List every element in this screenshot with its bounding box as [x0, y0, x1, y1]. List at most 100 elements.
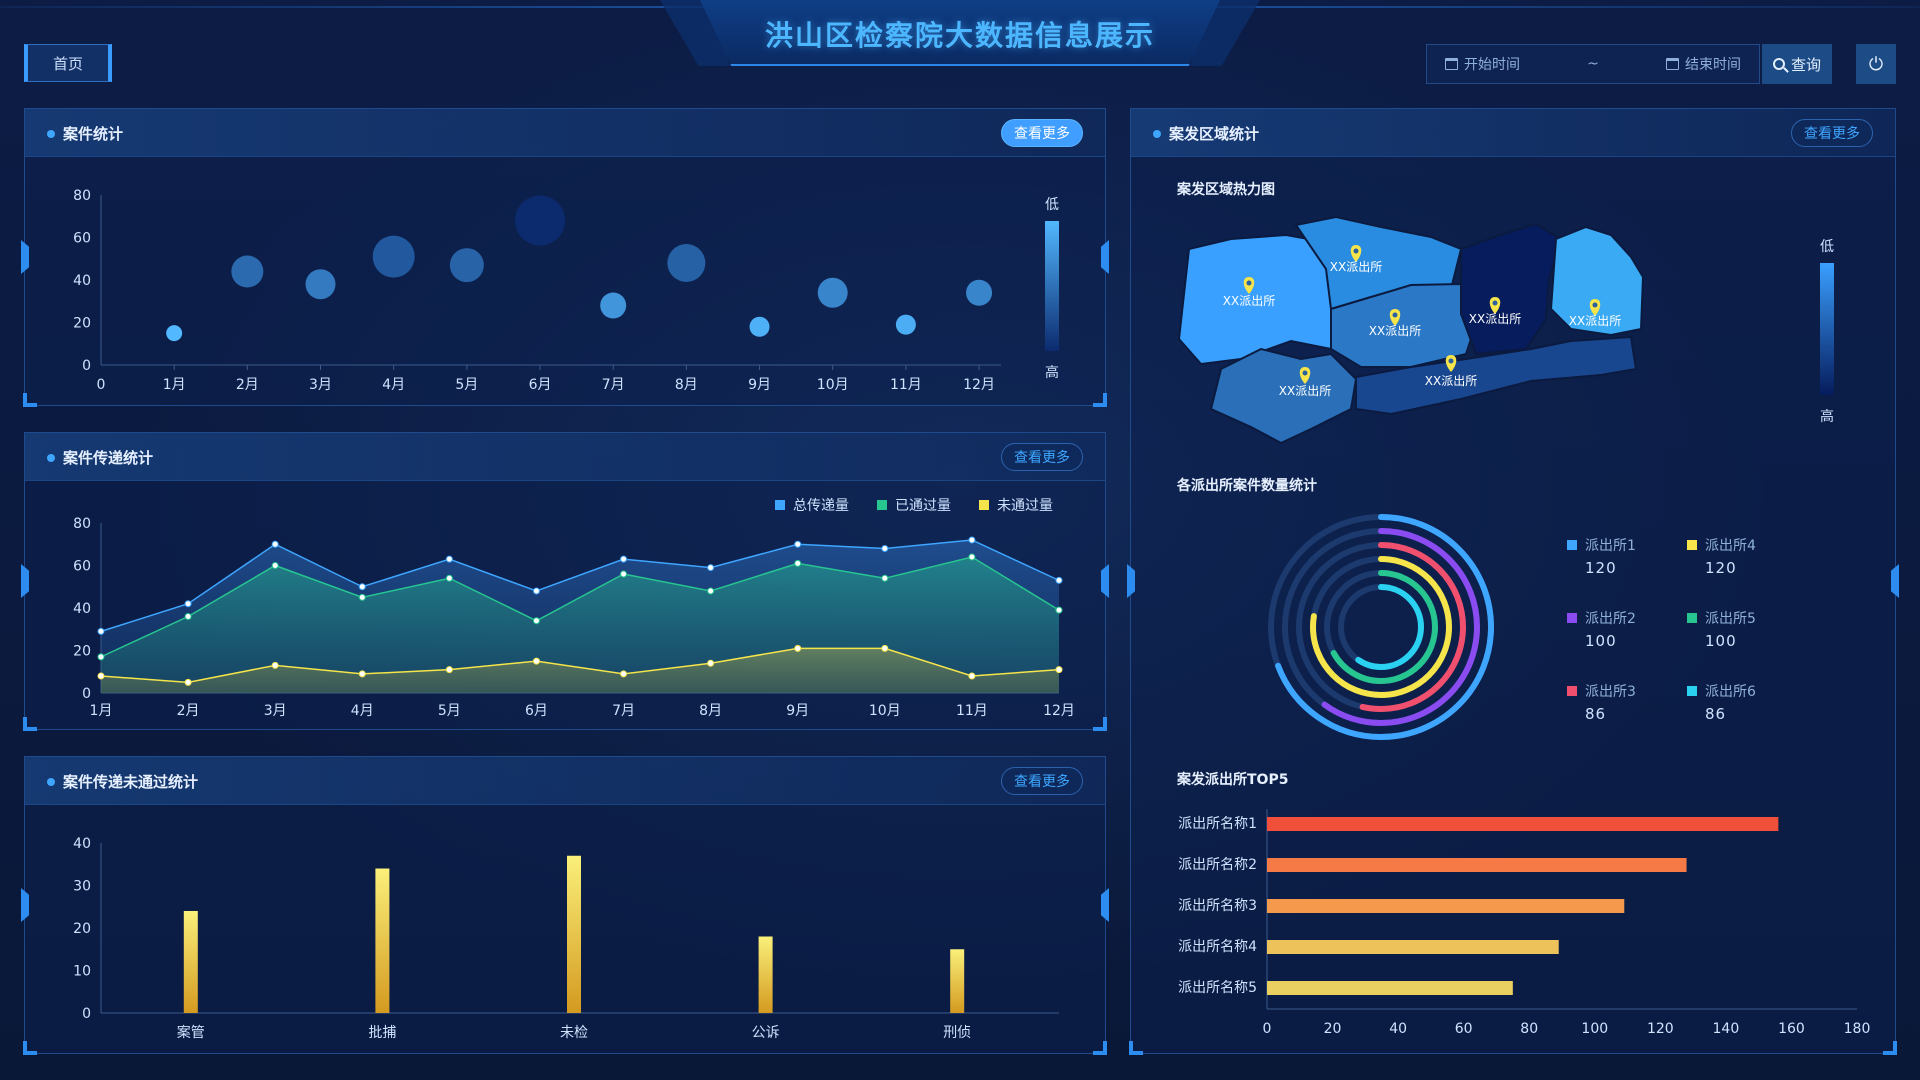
series-point — [1055, 576, 1063, 584]
map-region — [1355, 335, 1638, 416]
x-tick-label: 120 — [1647, 1021, 1674, 1037]
search-button[interactable]: 查询 — [1762, 44, 1832, 84]
area-chart: 0 20 40 60 80 1月 2月 3月 4月 5月 6月 7月 8月 9月 10月 11月 12月 总传递量… — [73, 498, 1075, 719]
legend-swatch — [1687, 540, 1697, 550]
header: 洪山区检察院大数据信息展示 首页 开始时间 ~ 结束时间 查询 ⏻ — [0, 0, 1920, 84]
x-tick-label: 100 — [1581, 1021, 1608, 1037]
corner-decoration — [23, 717, 37, 731]
y-tick-label: 20 — [73, 644, 91, 660]
bar — [1267, 940, 1559, 954]
bar — [567, 855, 581, 1013]
view-more-button[interactable]: 查看更多 — [1001, 119, 1083, 147]
series-point — [97, 653, 105, 661]
series-point — [271, 562, 279, 569]
x-tick-label: 7月 — [602, 377, 625, 393]
corner-decoration — [23, 393, 37, 407]
x-tick-label: 9月 — [748, 377, 771, 393]
y-tick-label: 0 — [82, 686, 91, 702]
y-tick-label: 30 — [73, 879, 91, 895]
region-heatmap: XX派出所 XX派出所 XX派出所 XX派出所 XX派出所 XX派出所 XX派出所 低高 — [1177, 215, 1834, 445]
series-point — [881, 574, 889, 582]
panel-case-stats: 案件统计 查看更多 0 20 40 60 80 0 1月 2月 3月 4月 5月 6月 7月 8月 9月 10… — [21, 108, 1109, 407]
map-region-label: XX派出所 — [1469, 312, 1521, 326]
bubble-point — [449, 248, 484, 283]
panel-header: 案件传递统计 查看更多 — [25, 433, 1105, 481]
map-pin-dot — [1592, 302, 1598, 308]
date-range-picker[interactable]: 开始时间 ~ 结束时间 — [1426, 44, 1760, 84]
series-point — [445, 666, 453, 674]
series-point — [620, 670, 628, 678]
start-time-field[interactable]: 开始时间 — [1445, 54, 1520, 74]
series-point — [271, 540, 279, 548]
y-tick-label: 10 — [73, 964, 91, 980]
x-tick-label: 60 — [1455, 1021, 1473, 1037]
series-point — [707, 587, 715, 595]
view-more-button[interactable]: 查看更多 — [1791, 119, 1873, 147]
ring-arc — [1296, 542, 1466, 712]
panel-title-text: 案件传递未通过统计 — [63, 773, 199, 791]
bubble-point — [372, 235, 415, 278]
series-point — [532, 657, 540, 665]
calendar-icon — [1445, 58, 1458, 70]
color-scale-bar — [1820, 263, 1834, 395]
map-region — [1460, 222, 1563, 356]
map-region — [1549, 225, 1645, 337]
view-more-button[interactable]: 查看更多 — [1001, 767, 1083, 795]
home-button[interactable]: 首页 — [24, 44, 112, 82]
scale-low-label: 低 — [1820, 239, 1834, 255]
x-tick-label: 公诉 — [752, 1025, 780, 1041]
legend-value: 86 — [1705, 705, 1727, 723]
calendar-icon — [1665, 58, 1679, 70]
bubble-point — [515, 195, 566, 246]
corner-decoration — [23, 1041, 37, 1055]
bullet-icon — [47, 453, 55, 462]
y-tick-label: 派出所名称5 — [1178, 980, 1257, 996]
bubble-point — [895, 314, 916, 335]
y-tick-label: 0 — [82, 358, 91, 374]
series-point — [707, 564, 715, 572]
series-point — [881, 545, 889, 552]
corner-decoration — [1093, 1041, 1107, 1055]
legend-value: 86 — [1585, 705, 1607, 723]
ring-arc — [1310, 556, 1452, 698]
x-tick-label: 7月 — [612, 703, 635, 719]
legend-label: 派出所1 — [1585, 538, 1636, 554]
series-line — [100, 556, 1060, 658]
series-point — [445, 574, 453, 582]
series-point — [620, 570, 628, 578]
panel-title: 案件传递统计 — [47, 447, 153, 468]
x-tick-label: 10月 — [869, 703, 901, 719]
panel-title: 案件传递未通过统计 — [47, 771, 198, 792]
legend-swatch — [1567, 686, 1577, 696]
bullet-icon — [47, 777, 55, 786]
x-tick-label: 80 — [1520, 1021, 1538, 1037]
series-point — [620, 555, 628, 563]
view-more-button[interactable]: 查看更多 — [1001, 443, 1083, 471]
series-point — [707, 659, 715, 667]
series-point — [445, 555, 453, 563]
x-tick-label: 4月 — [382, 377, 405, 393]
bubble-point — [231, 255, 264, 288]
legend-swatch — [1567, 540, 1577, 550]
bullet-icon — [47, 129, 55, 138]
bubble-point — [749, 316, 770, 337]
panel-title-text: 案件统计 — [63, 125, 124, 143]
series-line — [100, 647, 1060, 684]
map-region-label: XX派出所 — [1369, 324, 1421, 338]
legend-swatch — [775, 500, 785, 510]
series-point — [184, 600, 192, 608]
x-tick-label: 160 — [1778, 1021, 1805, 1037]
y-tick-label: 20 — [73, 921, 91, 937]
search-label: 查询 — [1790, 55, 1821, 74]
series-point — [358, 593, 366, 601]
x-tick-label: 批捕 — [368, 1025, 396, 1041]
legend-label: 派出所4 — [1705, 538, 1756, 554]
series-point — [97, 627, 105, 635]
panel-header: 案件传递未通过统计 查看更多 — [25, 757, 1105, 805]
panel-header: 案件统计 查看更多 — [25, 109, 1105, 157]
power-button[interactable]: ⏻ — [1856, 44, 1896, 84]
end-time-placeholder: 结束时间 — [1684, 57, 1741, 73]
scale-high-label: 高 — [1045, 364, 1059, 381]
end-time-field[interactable]: 结束时间 — [1665, 54, 1741, 74]
scale-high-label: 高 — [1820, 408, 1834, 425]
